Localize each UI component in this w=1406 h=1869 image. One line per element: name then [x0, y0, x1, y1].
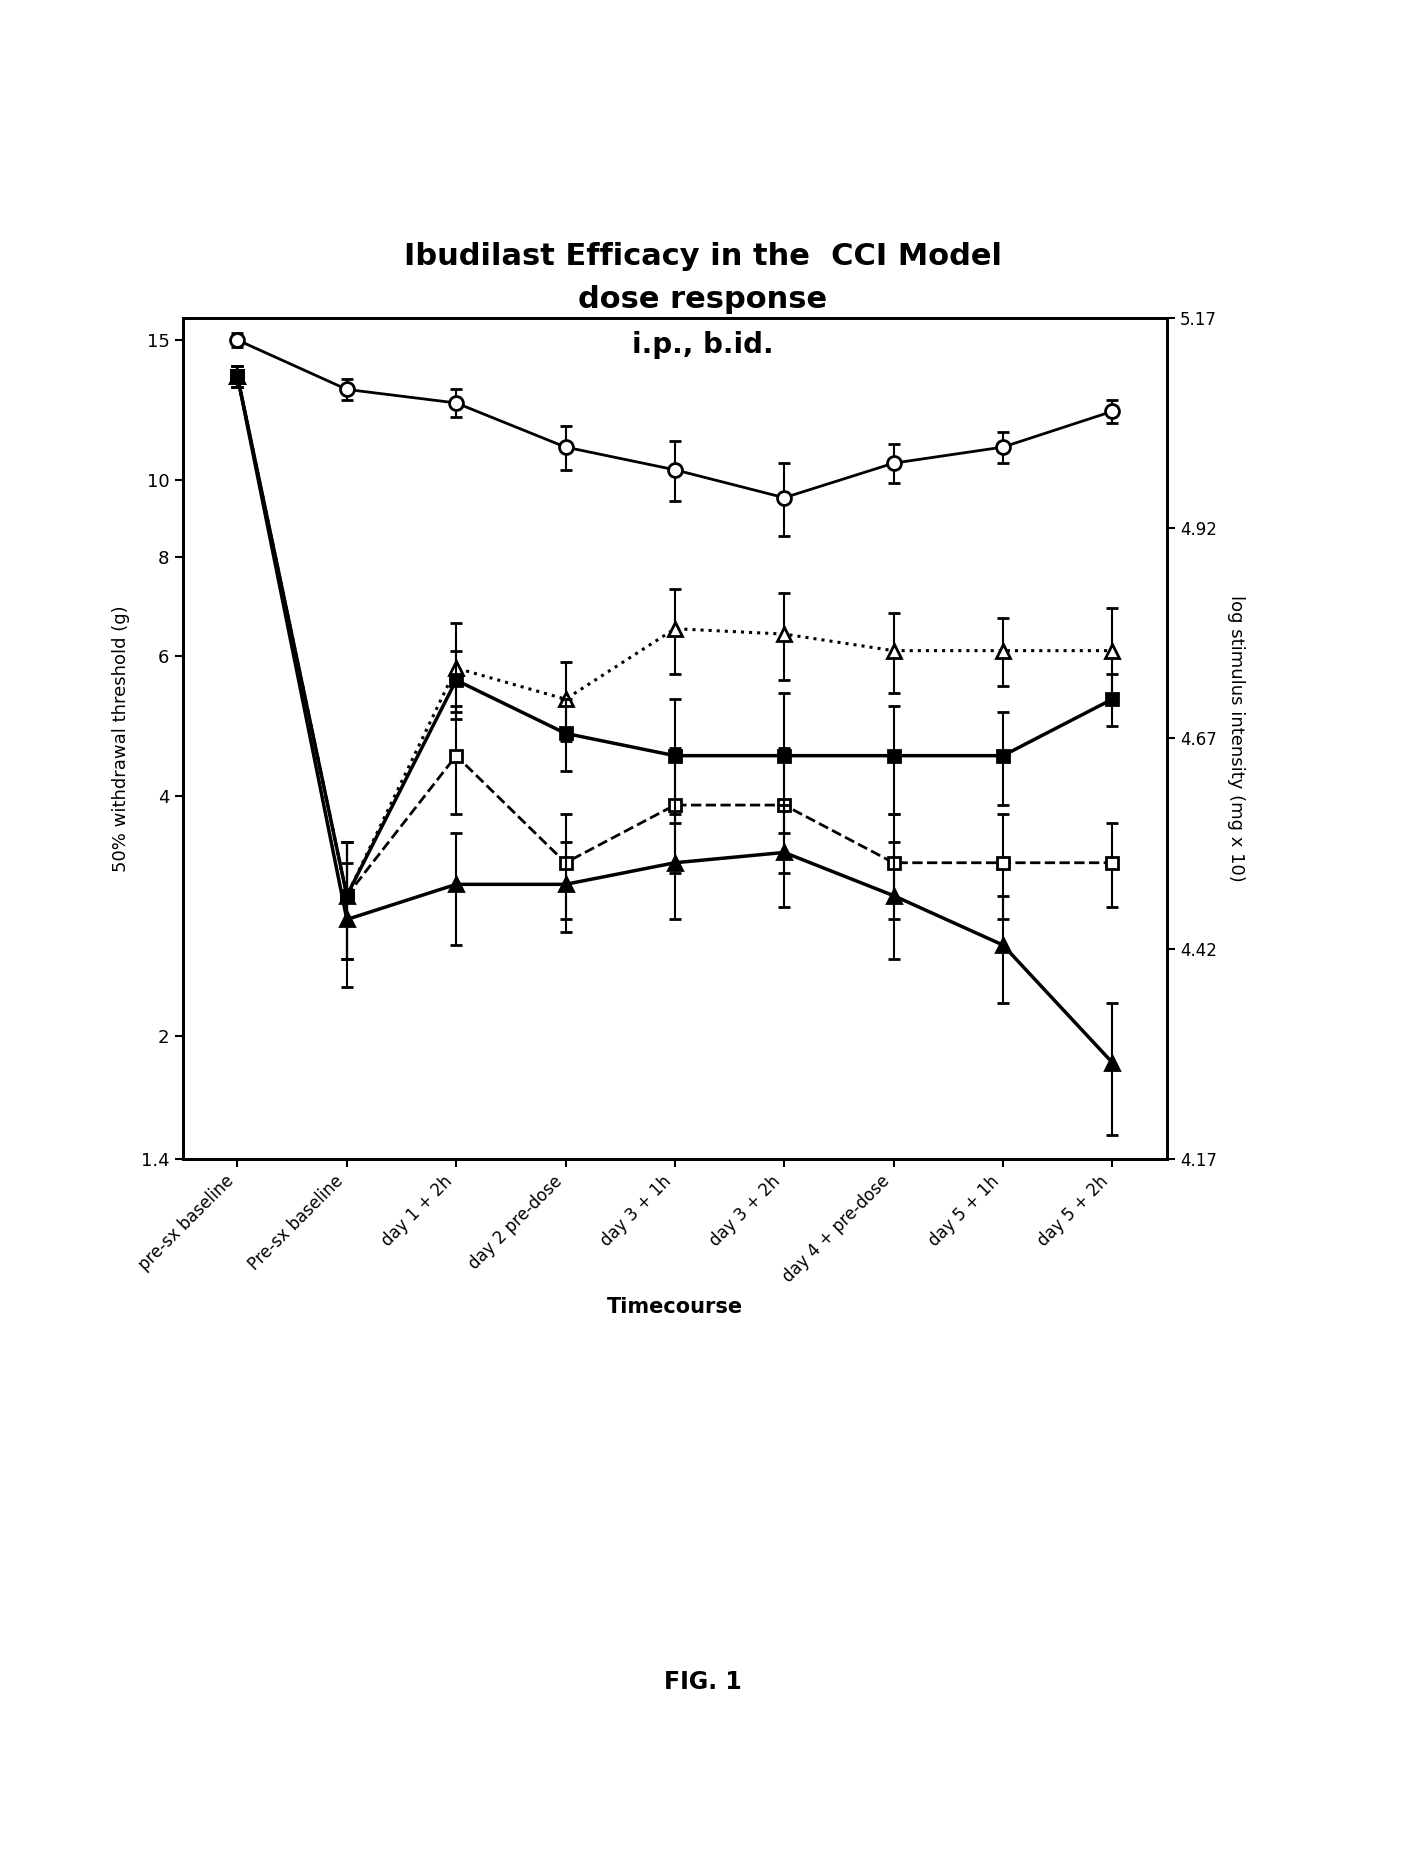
Text: dose response: dose response — [578, 284, 828, 314]
X-axis label: Timecourse: Timecourse — [607, 1297, 742, 1318]
Y-axis label: 50% withdrawal threshold (g): 50% withdrawal threshold (g) — [112, 606, 129, 871]
Y-axis label: log stimulus intensity (mg x 10): log stimulus intensity (mg x 10) — [1227, 594, 1244, 882]
Text: Ibudilast Efficacy in the  CCI Model: Ibudilast Efficacy in the CCI Model — [404, 241, 1002, 271]
Text: FIG. 1: FIG. 1 — [664, 1671, 742, 1693]
Text: i.p., b.id.: i.p., b.id. — [633, 331, 773, 359]
